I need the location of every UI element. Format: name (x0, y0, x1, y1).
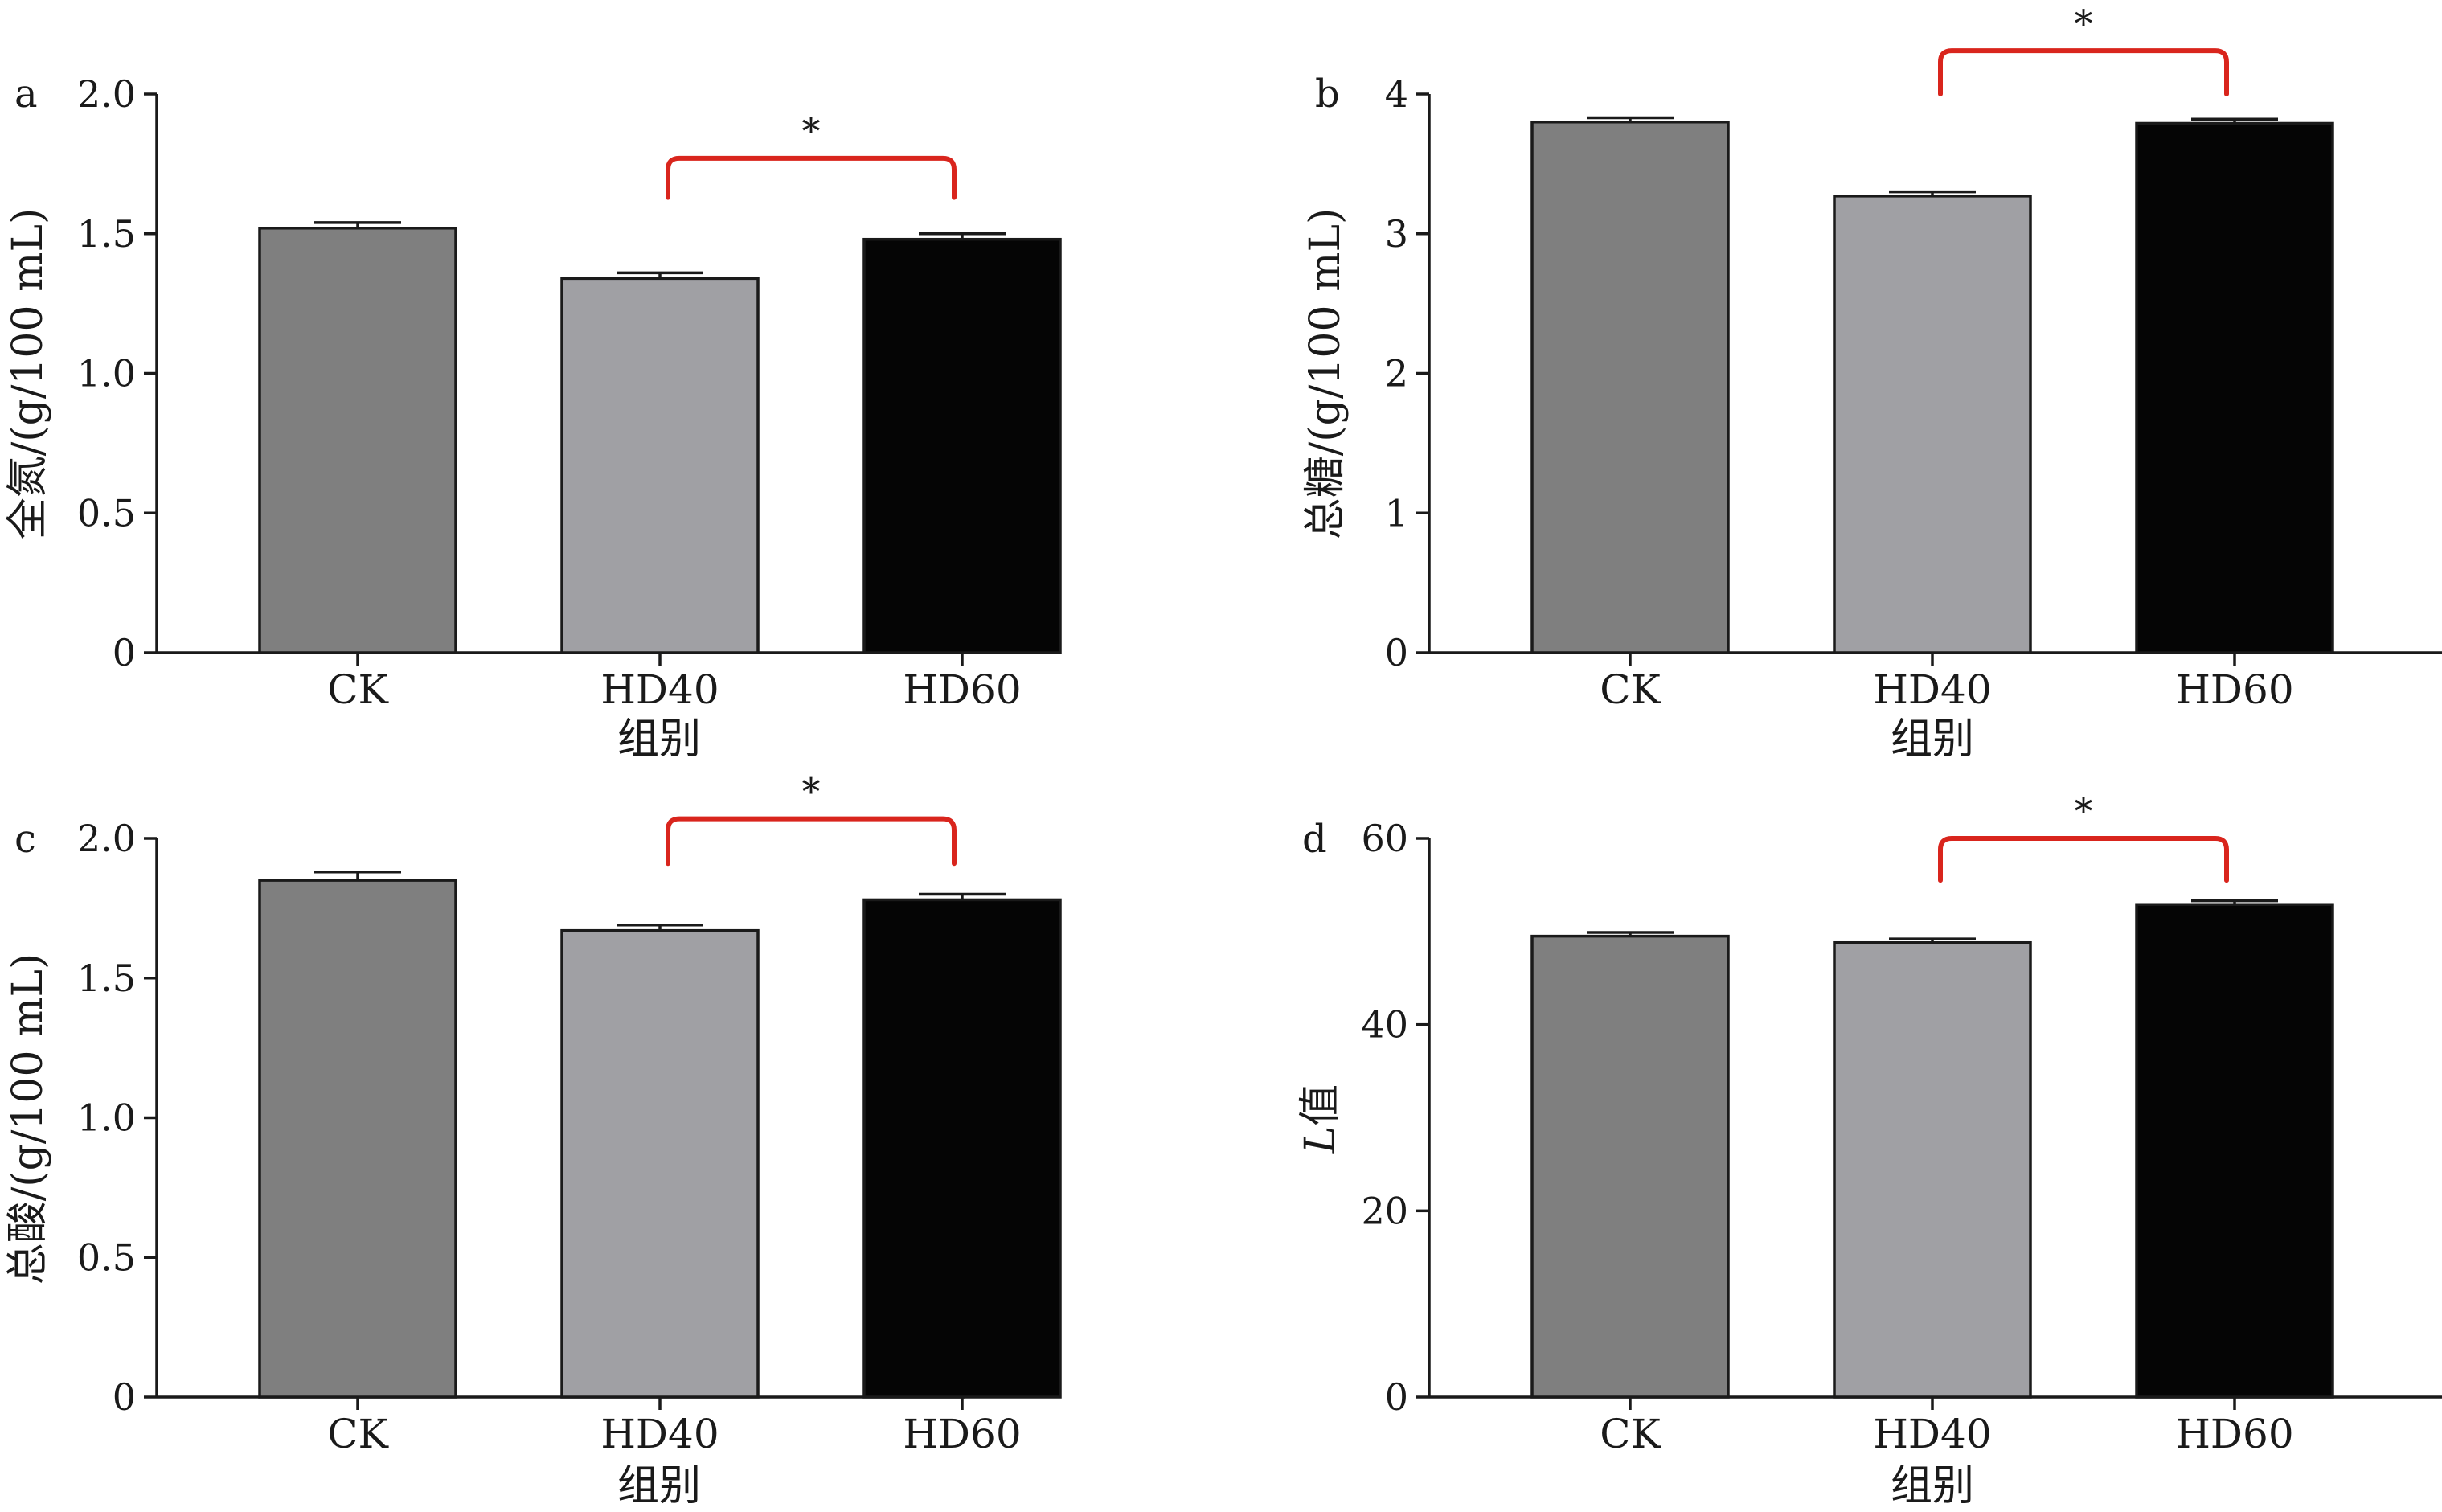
bar-hd60 (2135, 903, 2334, 1399)
x-tick-label-hd60: HD60 (903, 666, 1021, 713)
significance-star: * (2075, 2, 2093, 45)
y-tick-label: 40 (1361, 1003, 1408, 1047)
y-tick-label: 0 (113, 1375, 136, 1419)
significance-star: * (802, 770, 821, 813)
bar-ck (1530, 121, 1730, 654)
y-tick-label: 0 (1385, 631, 1408, 674)
significance-bracket (1938, 48, 2229, 96)
y-tick-label: 1.5 (77, 212, 136, 256)
x-tick-label-hd60: HD60 (903, 1411, 1021, 1457)
bar-hd40 (560, 928, 760, 1399)
bar-hd40 (1833, 940, 2032, 1399)
x-tick-label-hd40: HD40 (600, 1411, 719, 1457)
y-tick-label: 2.0 (77, 817, 136, 860)
y-axis-title: L值 (1297, 1084, 1345, 1155)
bar-ck (258, 227, 457, 654)
x-tick-label-ck: CK (327, 666, 389, 713)
panel-letter: a (14, 72, 38, 117)
panel-c: c 总酸/(g/100 mL) 组别 0 0.5 1.0 1.5 2.0 CK HD40 HD… (4, 770, 1062, 1510)
y-tick-label: 60 (1361, 817, 1408, 860)
y-tick-label: 2 (1385, 352, 1408, 395)
x-tick-label-hd40: HD40 (1873, 1411, 1991, 1457)
significance-star: * (802, 109, 821, 153)
panel-letter: b (1315, 72, 1340, 117)
significance-bracket (666, 155, 957, 200)
y-axis-title-rest: 值 (1297, 1084, 1345, 1126)
y-tick-label: 2.0 (77, 72, 136, 116)
x-axis-title: 组别 (1891, 1462, 1974, 1510)
x-tick-label-hd40: HD40 (1873, 666, 1991, 713)
bar-hd60 (862, 898, 1062, 1399)
y-tick-label: 4 (1385, 72, 1408, 116)
y-tick-label: 1.0 (77, 352, 136, 395)
panel-letter: c (14, 817, 36, 862)
bar-hd60 (2135, 121, 2334, 654)
panel-d: d L值 组别 0 20 40 60 CK HD40 HD60 * (1297, 789, 2442, 1510)
y-tick-label: 1.5 (77, 957, 136, 1000)
x-tick-label-hd40: HD40 (600, 666, 719, 713)
y-tick-label: 3 (1385, 212, 1408, 256)
bar-ck (258, 879, 457, 1399)
x-tick-label-hd60: HD60 (2175, 666, 2293, 713)
y-tick-label: 20 (1361, 1189, 1408, 1232)
x-axis-title: 组别 (617, 715, 701, 764)
y-tick-label: 0.5 (77, 1235, 136, 1279)
y-tick-label: 0.5 (77, 491, 136, 535)
y-tick-label: 1 (1385, 491, 1408, 535)
y-axis-title: 总糖/(g/100 mL) (1301, 208, 1350, 540)
panel-b: b 总糖/(g/100 mL) 组别 0 1 2 3 4 CK HD40 HD60 * (1301, 2, 2442, 764)
bar-hd60 (862, 237, 1062, 654)
y-tick-label: 0 (1385, 1375, 1408, 1419)
significance-star: * (2075, 789, 2093, 833)
significance-bracket (666, 816, 957, 867)
bar-hd40 (1833, 195, 2032, 654)
x-tick-label-ck: CK (1600, 1411, 1661, 1457)
x-tick-label-ck: CK (1600, 666, 1661, 713)
y-axis-title: 总酸/(g/100 mL) (4, 953, 52, 1285)
x-tick-label-hd60: HD60 (2175, 1411, 2293, 1457)
y-axis-title: 全氮/(g/100 mL) (4, 208, 52, 540)
bar-ck (1530, 934, 1730, 1399)
y-tick-label: 0 (113, 631, 136, 674)
panel-a: a 全氮/(g/100 mL) 组别 0 0.5 1.0 1.5 2.0 CK HD40 HD… (4, 72, 1062, 764)
bar-hd40 (560, 277, 760, 654)
x-axis-title: 组别 (617, 1462, 701, 1510)
panel-letter: d (1302, 817, 1327, 862)
x-tick-label-ck: CK (327, 1411, 389, 1457)
y-tick-label: 1.0 (77, 1096, 136, 1140)
x-axis-title: 组别 (1891, 715, 1974, 764)
y-axis-title-italic: L (1297, 1126, 1345, 1155)
significance-bracket (1938, 836, 2229, 883)
